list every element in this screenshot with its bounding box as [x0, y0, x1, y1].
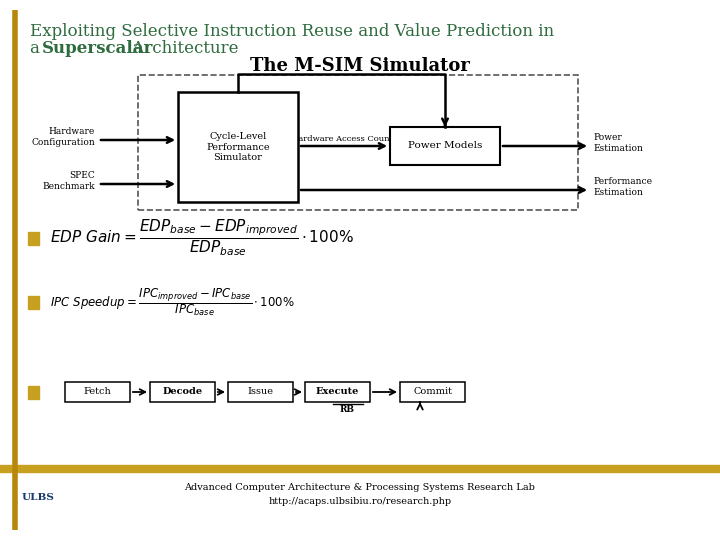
Text: ULBS: ULBS: [22, 494, 55, 503]
Text: Power
Estimation: Power Estimation: [593, 133, 643, 153]
Text: Hardware
Configuration: Hardware Configuration: [31, 127, 95, 147]
Text: Hardware Access Counts: Hardware Access Counts: [291, 135, 397, 143]
Bar: [150, 382, 215, 402]
Text: $\mathit{IPC\ Speedup} = \dfrac{\mathit{IPC}_{improved} - \mathit{IPC}_{base}}{\: $\mathit{IPC\ Speedup} = \dfrac{\mathit{…: [50, 286, 294, 318]
Text: Issue: Issue: [248, 388, 274, 396]
Bar: [228, 382, 293, 402]
Bar: [138, 75, 578, 210]
Text: Exploiting Selective Instruction Reuse and Value Prediction in: Exploiting Selective Instruction Reuse a…: [30, 23, 554, 40]
Text: a: a: [30, 40, 45, 57]
Text: Advanced Computer Architecture & Processing Systems Research Lab: Advanced Computer Architecture & Process…: [184, 483, 536, 492]
Bar: [390, 127, 500, 165]
Text: Cycle-Level
Performance
Simulator: Cycle-Level Performance Simulator: [206, 132, 270, 162]
Text: Fetch: Fetch: [84, 388, 112, 396]
Bar: [65, 382, 130, 402]
Text: RB: RB: [340, 405, 355, 414]
Text: Superscalar: Superscalar: [42, 40, 153, 57]
Text: Execute: Execute: [316, 388, 359, 396]
Bar: [400, 382, 465, 402]
Text: SPEC
Benchmark: SPEC Benchmark: [42, 171, 95, 191]
Text: Architecture: Architecture: [127, 40, 238, 57]
Bar: [28, 386, 39, 399]
Bar: [28, 232, 39, 245]
Text: Commit: Commit: [413, 388, 452, 396]
Bar: [28, 296, 39, 309]
Text: Power Models: Power Models: [408, 141, 482, 151]
Text: $\mathit{EDP\ Gain} = \dfrac{\mathit{EDP}_{base} - \mathit{EDP}_{improved}}{\mat: $\mathit{EDP\ Gain} = \dfrac{\mathit{EDP…: [50, 218, 354, 258]
Bar: [305, 382, 370, 402]
Bar: [178, 92, 298, 202]
Bar: [0, 465, 720, 472]
Text: The M-SIM Simulator: The M-SIM Simulator: [250, 57, 470, 75]
Text: Performance
Estimation: Performance Estimation: [593, 177, 652, 197]
Text: Decode: Decode: [163, 388, 202, 396]
Text: http://acaps.ulbsibiu.ro/research.php: http://acaps.ulbsibiu.ro/research.php: [269, 497, 451, 507]
